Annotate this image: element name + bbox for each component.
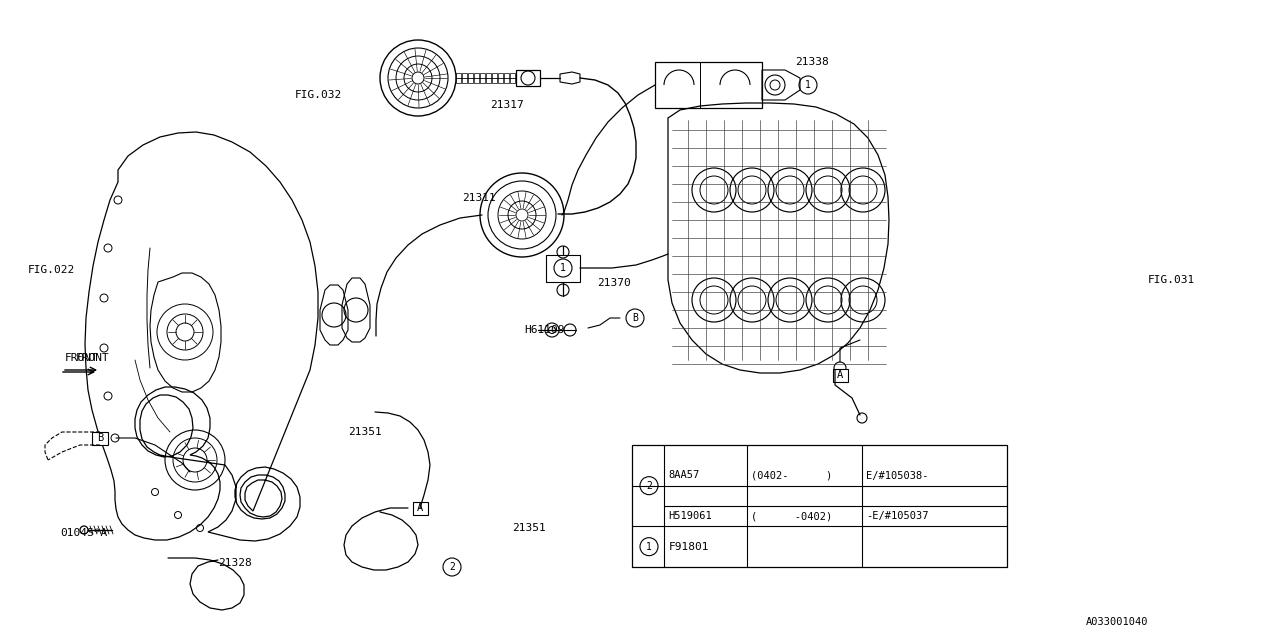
Bar bbox=[412, 502, 428, 515]
Text: FIG.022: FIG.022 bbox=[28, 265, 76, 275]
Text: E/#105038-: E/#105038- bbox=[867, 470, 928, 481]
Text: (      -0402): ( -0402) bbox=[751, 511, 832, 521]
Text: (0402-      ): (0402- ) bbox=[751, 470, 832, 481]
Bar bbox=[832, 369, 847, 381]
Text: 21338: 21338 bbox=[795, 57, 828, 67]
Text: A033001040: A033001040 bbox=[1085, 617, 1148, 627]
Text: 21317: 21317 bbox=[490, 100, 524, 110]
Text: 21370: 21370 bbox=[596, 278, 631, 288]
Text: 8AA57: 8AA57 bbox=[668, 470, 699, 481]
Text: FIG.032: FIG.032 bbox=[294, 90, 342, 100]
Text: F91801: F91801 bbox=[669, 541, 709, 552]
Text: B: B bbox=[632, 313, 637, 323]
Text: H519061: H519061 bbox=[668, 511, 712, 521]
Text: FRONT: FRONT bbox=[65, 353, 99, 363]
Text: 1: 1 bbox=[646, 541, 652, 552]
Text: 21351: 21351 bbox=[512, 523, 545, 533]
Text: -E/#105037: -E/#105037 bbox=[867, 511, 928, 521]
Text: H61109: H61109 bbox=[524, 325, 564, 335]
Text: 21311: 21311 bbox=[462, 193, 495, 203]
Text: 2: 2 bbox=[449, 562, 454, 572]
Text: 21351: 21351 bbox=[348, 427, 381, 437]
Text: 0104S*A: 0104S*A bbox=[60, 528, 108, 538]
Text: FIG.031: FIG.031 bbox=[1148, 275, 1196, 285]
Text: FRONT: FRONT bbox=[76, 353, 110, 363]
Bar bbox=[92, 431, 108, 445]
Text: 1: 1 bbox=[561, 263, 566, 273]
Text: B: B bbox=[97, 433, 104, 443]
Text: 2: 2 bbox=[646, 481, 652, 491]
Text: A: A bbox=[417, 503, 424, 513]
Text: 21328: 21328 bbox=[218, 558, 252, 568]
Text: A: A bbox=[837, 370, 844, 380]
Text: 1: 1 bbox=[805, 80, 812, 90]
